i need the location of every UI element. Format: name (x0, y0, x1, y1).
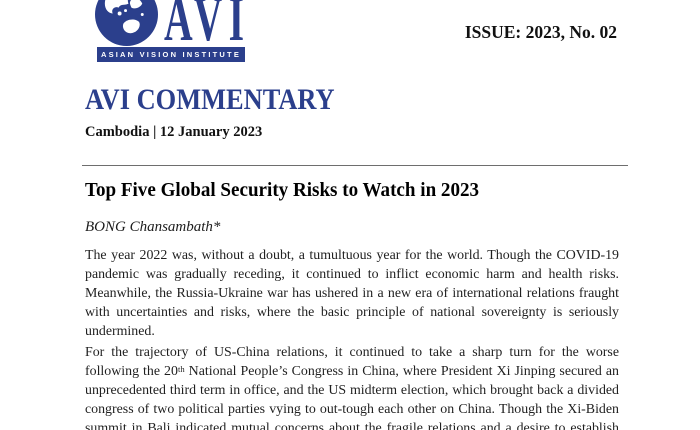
issue-label: ISSUE: 2023, No. 02 (464, 22, 617, 42)
logo-wordmark: AVI (164, 0, 251, 54)
globe-icon (95, 0, 158, 46)
paragraph-1: The year 2022 was, without a doubt, a tu… (85, 248, 619, 339)
logo-subtitle-bar: ASIAN VISION INSTITUTE (97, 47, 245, 62)
paragraph-2: For the trajectory of US-China relations… (85, 343, 619, 430)
paragraph-2-text-before: For the trajectory of US-China relations… (85, 345, 619, 379)
paragraph-2-text-after: National People’s Congress in China, whe… (85, 364, 619, 430)
logo-subtitle-text: ASIAN VISION INSTITUTE (100, 50, 242, 59)
dateline: Cambodia | 12 January 2023 (85, 124, 263, 140)
avi-logo: AVI ASIAN VISION INSTITUTE (95, 0, 355, 65)
article-title: Top Five Global Security Risks to Watch … (85, 179, 480, 201)
ordinal-superscript: th (177, 363, 185, 374)
masthead-title: AVI COMMENTARY (85, 83, 335, 116)
author-byline: BONG Chansambath* (85, 219, 221, 235)
divider-rule (82, 165, 628, 166)
